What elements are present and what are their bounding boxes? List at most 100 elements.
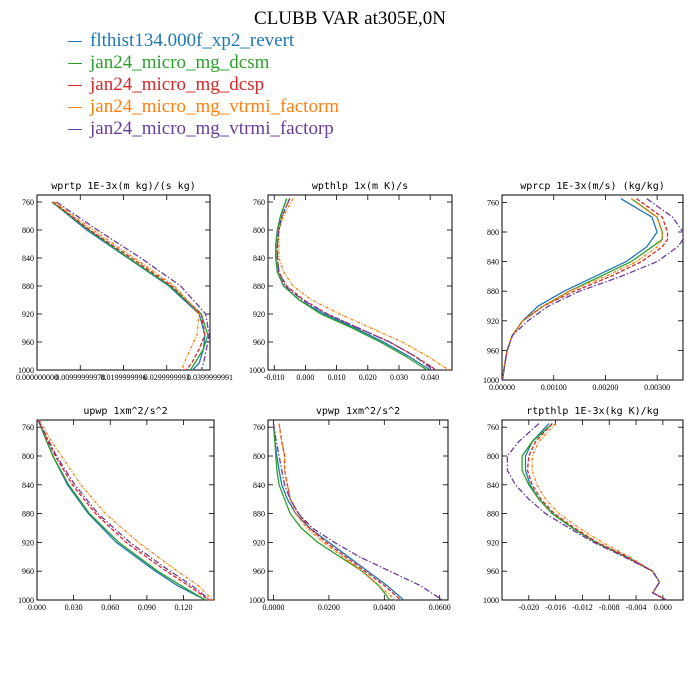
y-tick-label: 920 xyxy=(487,538,499,547)
legend-swatch xyxy=(68,62,82,64)
panel: wprtp 1E-3x(m kg)/(s kg) 760 800 840 880 920 9… xyxy=(16,181,233,382)
y-tick-label: 800 xyxy=(253,226,265,235)
y-tick-label: 760 xyxy=(487,198,499,207)
series-line xyxy=(51,201,206,371)
legend-swatch xyxy=(68,106,82,108)
panel-title: wpthlp 1x(m K)/s xyxy=(312,181,408,192)
y-tick-label: 920 xyxy=(22,538,34,547)
y-tick-label: 1000 xyxy=(18,596,34,605)
series-line xyxy=(37,419,206,601)
y-tick-label: 800 xyxy=(253,452,265,461)
series-line xyxy=(53,201,200,371)
legend-label: jan24_micro_mg_dcsm xyxy=(90,52,270,73)
series-line xyxy=(276,198,437,371)
series-line xyxy=(526,423,667,601)
panel-title: rtpthlp 1E-3x(kg K)/kg xyxy=(526,406,658,417)
x-tick-label: -0.016 xyxy=(545,603,566,612)
y-tick-label: 960 xyxy=(22,338,34,347)
series-line xyxy=(37,419,210,601)
x-tick-label: 0.060 xyxy=(101,603,119,612)
legend-label: jan24_micro_mg_vtrmi_factorm xyxy=(90,96,340,117)
panel-title: vpwp 1xm^2/s^2 xyxy=(316,406,400,417)
y-tick-label: 1000 xyxy=(249,596,265,605)
plot-frame xyxy=(267,419,449,601)
series-line xyxy=(56,201,210,371)
series-line xyxy=(278,198,450,371)
x-tick-label: 0.120 xyxy=(174,603,192,612)
legend-label: jan24_micro_mg_dcsp xyxy=(90,74,265,95)
series-line xyxy=(524,423,667,601)
legend-swatch xyxy=(68,128,82,130)
series-line xyxy=(38,419,214,601)
series-line xyxy=(278,423,396,601)
series-line xyxy=(506,423,667,601)
x-tick-label: 0.000 xyxy=(28,603,46,612)
x-tick-label: 0.00000 xyxy=(489,383,515,392)
x-tick-label: 0.090 xyxy=(138,603,156,612)
y-tick-label: 960 xyxy=(22,567,34,576)
y-tick-label: 840 xyxy=(253,254,265,263)
x-tick-label: -0.012 xyxy=(572,603,593,612)
x-tick-label: 0.030 xyxy=(65,603,83,612)
x-tick-label: 0.0000 xyxy=(263,603,285,612)
plot-frame xyxy=(267,194,453,371)
x-tick-label: 0.000 xyxy=(296,373,314,382)
y-tick-label: 800 xyxy=(22,452,34,461)
y-tick-label: 800 xyxy=(22,226,34,235)
y-tick-label: 920 xyxy=(253,310,265,319)
panel: vpwp 1xm^2/s^2 760 800 840 880 920 960 10000.00… xyxy=(249,406,451,612)
y-tick-label: 920 xyxy=(253,538,265,547)
y-tick-label: 1000 xyxy=(249,366,265,375)
plot-frame xyxy=(36,419,215,601)
series-line xyxy=(531,423,667,601)
x-tick-label: 0.0299999993 xyxy=(144,373,190,382)
panel: upwp 1xm^2/s^2 760 800 840 880 920 960 10000.00… xyxy=(18,406,215,612)
legend-swatch xyxy=(68,84,82,86)
panel-title: wprcp 1E-3x(m/s) (kg/kg) xyxy=(520,181,665,192)
legend-entry: flthist134.000f_xp2_revert xyxy=(68,30,339,52)
y-tick-label: 800 xyxy=(487,228,499,237)
y-tick-label: 760 xyxy=(487,423,499,432)
series-line xyxy=(272,423,405,601)
y-tick-label: 840 xyxy=(253,481,265,490)
panel: wprcp 1E-3x(m/s) (kg/kg) 760 800 840 880 920 9… xyxy=(483,181,684,392)
y-tick-label: 840 xyxy=(487,481,499,490)
x-tick-label: -0.010 xyxy=(264,373,285,382)
x-tick-label: 0.0399999991 xyxy=(187,373,233,382)
panel-title: wprtp 1E-3x(m kg)/(s kg) xyxy=(51,181,196,192)
panel: wpthlp 1x(m K)/s 760 800 840 880 920 960 1000-0… xyxy=(249,181,453,382)
y-tick-label: 840 xyxy=(22,254,34,263)
y-tick-label: 880 xyxy=(22,510,34,519)
y-tick-label: 760 xyxy=(253,423,265,432)
x-tick-label: 0.000 xyxy=(654,603,672,612)
y-tick-label: 960 xyxy=(253,338,265,347)
series-line xyxy=(37,419,211,601)
plot-frame xyxy=(501,419,684,601)
y-tick-label: 1000 xyxy=(483,376,499,385)
x-tick-label: -0.020 xyxy=(518,603,539,612)
x-tick-label: 0.0400 xyxy=(373,603,395,612)
y-tick-label: 880 xyxy=(22,282,34,291)
figure-title: CLUBB VAR at305E,0N xyxy=(254,8,446,29)
legend-label: jan24_micro_mg_vtrmi_factorp xyxy=(90,118,334,139)
x-tick-label: 0.040 xyxy=(421,373,439,382)
x-tick-label: 0.00100 xyxy=(541,383,567,392)
legend-entry: jan24_micro_mg_vtrmi_factorm xyxy=(68,96,339,118)
legend-swatch xyxy=(68,40,82,42)
plot-frame xyxy=(501,194,684,381)
y-tick-label: 960 xyxy=(487,346,499,355)
x-tick-label: -0.008 xyxy=(599,603,620,612)
legend-entry: jan24_micro_mg_vtrmi_factorp xyxy=(68,118,339,140)
y-tick-label: 1000 xyxy=(483,596,499,605)
x-tick-label: 0.030 xyxy=(390,373,408,382)
y-tick-label: 960 xyxy=(487,567,499,576)
x-tick-label: -0.004 xyxy=(626,603,647,612)
series-line xyxy=(275,198,431,371)
legend-label: flthist134.000f_xp2_revert xyxy=(90,30,295,51)
y-tick-label: 840 xyxy=(487,258,499,267)
y-tick-label: 840 xyxy=(22,481,34,490)
x-tick-label: 0.000000000 xyxy=(16,373,58,382)
x-tick-label: 0.00999999978 xyxy=(55,373,105,382)
series-line xyxy=(501,198,663,381)
